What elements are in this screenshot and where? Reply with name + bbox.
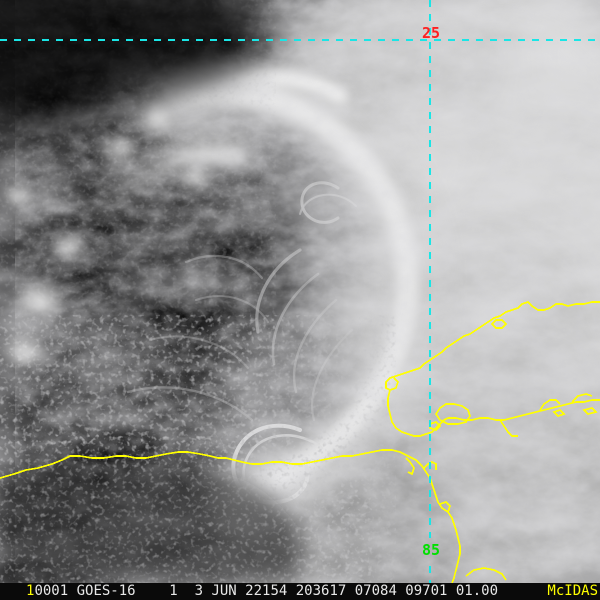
- mcidas-brand-label: McIDAS: [547, 583, 598, 599]
- frame-lead-digit: 1: [26, 583, 35, 599]
- latitude-label-25: 25: [422, 24, 441, 42]
- status-bar: 10001 GOES-16 1 3 JUN 22154 203617 07084…: [0, 583, 600, 600]
- metadata-string: 0001 GOES-16 1 3 JUN 22154 203617 07084 …: [34, 583, 499, 599]
- image-metadata-text: 10001 GOES-16 1 3 JUN 22154 203617 07084…: [26, 584, 498, 599]
- longitude-label-85: 85: [422, 541, 441, 559]
